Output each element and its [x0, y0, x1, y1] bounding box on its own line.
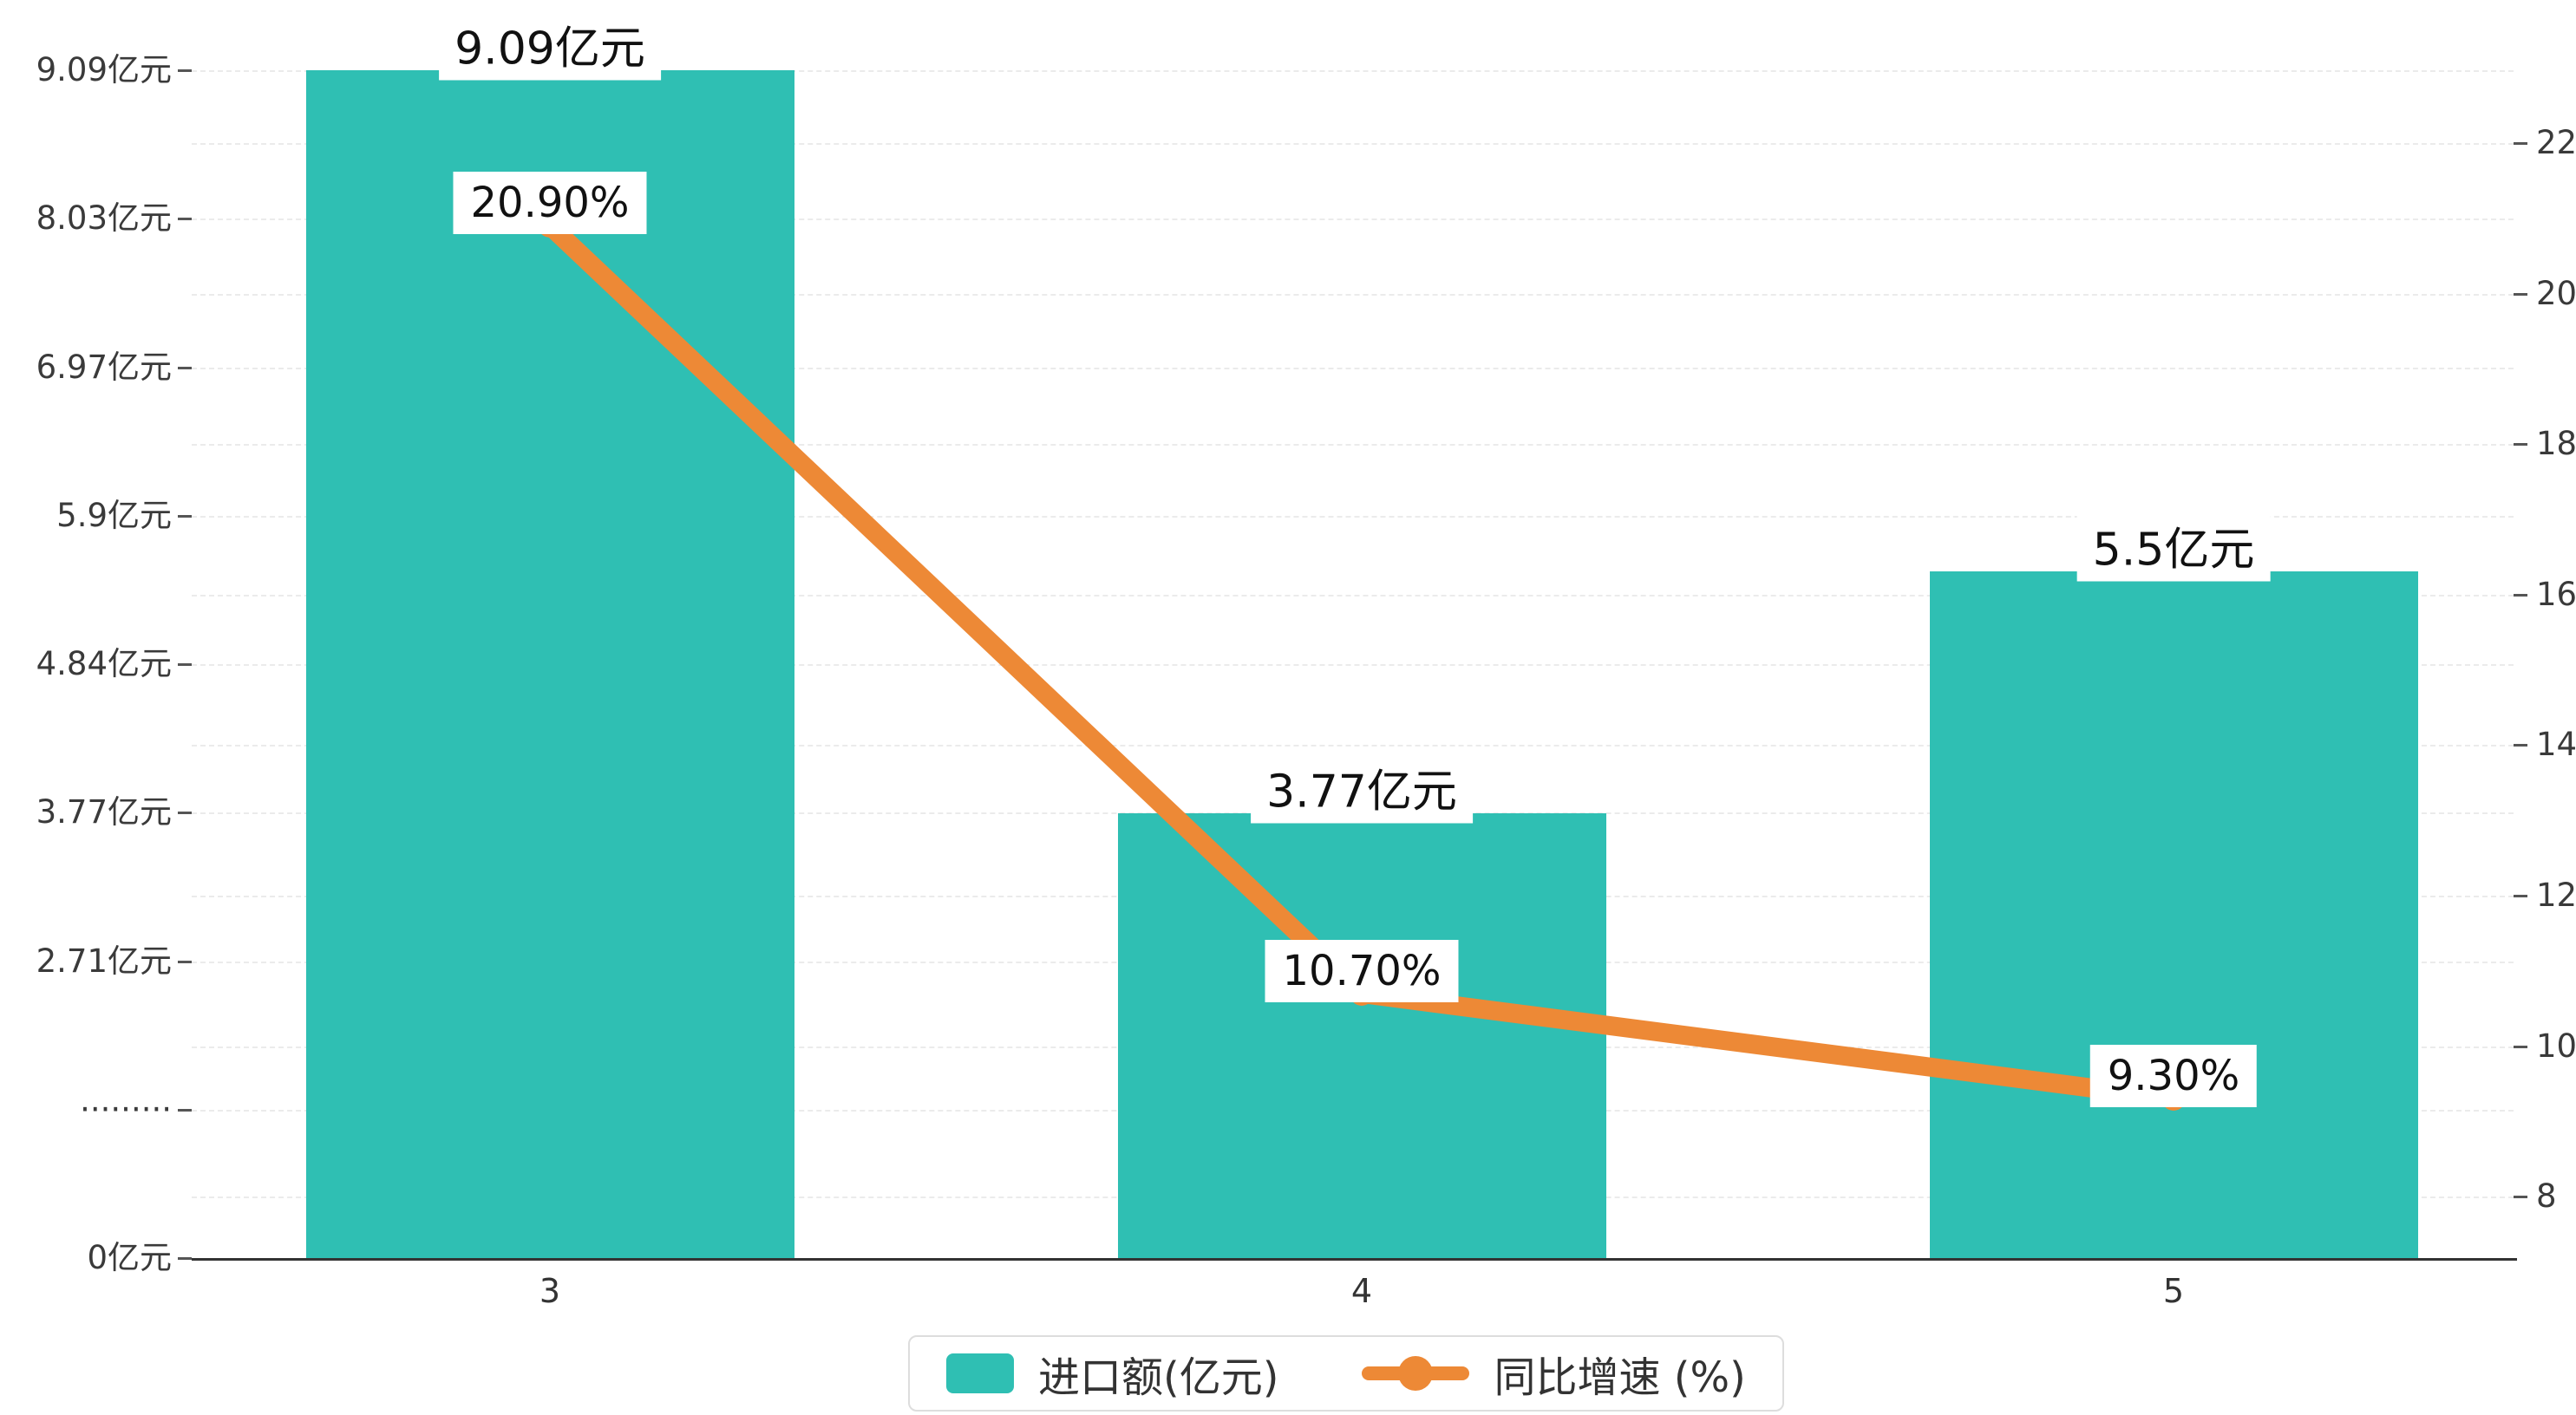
left-axis-tick: [178, 1109, 192, 1112]
bar: [306, 70, 794, 1258]
right-axis-tick: [2514, 895, 2527, 897]
legend: 进口额(亿元) 同比增速 (%): [908, 1335, 1784, 1412]
right-axis-tick: [2514, 1196, 2527, 1198]
right-axis-tick: [2514, 1046, 2527, 1048]
left-axis-label: 4.84亿元: [36, 645, 172, 682]
right-axis-tick: [2514, 293, 2527, 296]
left-axis-label: 5.9亿元: [56, 497, 172, 534]
left-axis-tick: [178, 367, 192, 369]
line-value-label: 9.30%: [2089, 1045, 2258, 1107]
left-axis-label: 3.77亿元: [36, 793, 172, 831]
right-axis-label: 14: [2536, 726, 2576, 763]
right-axis-label: 22: [2536, 124, 2576, 161]
legend-label-growth-rate: 同比增速 (%): [1494, 1353, 1746, 1402]
left-axis-label: ·········: [80, 1091, 172, 1128]
x-axis-label: 5: [2162, 1272, 2185, 1310]
left-axis-tick: [178, 218, 192, 220]
right-axis-label: 12: [2536, 877, 2576, 914]
right-axis-tick: [2514, 142, 2527, 145]
left-axis-tick: [178, 1257, 192, 1260]
legend-label-import-amount: 进口额(亿元): [1038, 1353, 1279, 1402]
right-axis-label: 10: [2536, 1027, 2576, 1065]
right-axis-label: 16: [2536, 576, 2576, 613]
left-axis-label: 2.71亿元: [36, 942, 172, 980]
bar-value-label: 9.09亿元: [439, 8, 661, 81]
line-series-swatch-icon: [1362, 1356, 1470, 1391]
line-series-dot-icon: [1398, 1356, 1434, 1391]
bar: [1118, 813, 1606, 1258]
gridline: [192, 70, 2514, 72]
left-axis-label: 9.09亿元: [36, 51, 172, 88]
left-axis-label: 6.97亿元: [36, 349, 172, 386]
x-axis-label: 4: [1350, 1272, 1373, 1310]
legend-item-growth-rate[interactable]: 同比增速 (%): [1362, 1343, 1746, 1404]
bar-series-swatch-icon: [946, 1353, 1014, 1393]
left-axis-tick: [178, 515, 192, 518]
x-axis-line: [192, 1258, 2517, 1261]
left-axis-tick: [178, 812, 192, 814]
left-axis-tick: [178, 961, 192, 963]
left-axis-tick: [178, 69, 192, 72]
bar: [1930, 571, 2418, 1258]
right-axis-label: 18: [2536, 425, 2576, 462]
right-axis-tick: [2514, 443, 2527, 446]
gridline: [192, 143, 2514, 145]
legend-item-import-amount[interactable]: 进口额(亿元): [946, 1343, 1278, 1404]
bar-value-label: 5.5亿元: [2076, 509, 2271, 582]
left-axis-label: 8.03亿元: [36, 199, 172, 237]
right-axis-label: 8: [2536, 1177, 2557, 1215]
x-axis-label: 3: [539, 1272, 561, 1310]
left-axis-tick: [178, 663, 192, 666]
left-axis-label: 0亿元: [87, 1239, 172, 1276]
line-value-label: 20.90%: [453, 172, 647, 234]
right-axis-label: 20: [2536, 275, 2576, 312]
line-value-label: 10.70%: [1265, 940, 1459, 1002]
right-axis-tick: [2514, 744, 2527, 747]
bar-value-label: 3.77亿元: [1251, 751, 1473, 824]
right-axis-tick: [2514, 594, 2527, 597]
